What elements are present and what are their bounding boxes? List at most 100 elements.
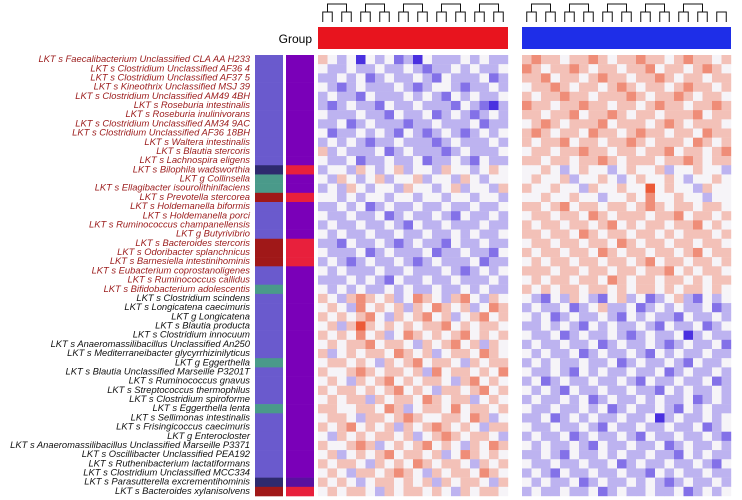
heatmap-cell [403, 146, 414, 157]
heatmap-cell [617, 202, 627, 212]
heatmap-cell [441, 82, 452, 92]
heatmap-cell [356, 220, 366, 230]
heatmap-cell [489, 440, 499, 451]
heatmap-cell [550, 82, 561, 92]
heatmap-cell [432, 55, 442, 65]
heatmap-cell [560, 229, 570, 239]
heatmap-cell [712, 358, 722, 368]
heatmap-cell [384, 247, 395, 258]
heatmap-cell [569, 385, 580, 396]
heatmap-cell [550, 156, 561, 166]
heatmap-cell [375, 64, 385, 74]
heatmap-cell [365, 128, 376, 138]
heatmap-cell [375, 367, 385, 377]
heatmap-cell [712, 376, 722, 386]
heatmap-cell [588, 229, 599, 239]
heatmap-cell [489, 275, 499, 285]
heatmap-cell [346, 119, 357, 129]
heatmap-cell [522, 247, 532, 258]
heatmap-cell [356, 247, 366, 258]
heatmap-cell [413, 275, 423, 285]
heatmap-cell [626, 64, 637, 74]
heatmap-cell [356, 339, 366, 350]
heatmap-cell [598, 330, 608, 341]
heatmap-cell [451, 202, 461, 212]
heatmap-cell [664, 339, 675, 350]
heatmap-cell [617, 486, 627, 497]
heatmap-cell [375, 275, 385, 285]
heatmap-cell [422, 91, 433, 102]
heatmap-cell [674, 477, 684, 488]
heatmap-cell [356, 293, 366, 304]
heatmap-cell [384, 303, 395, 313]
heatmap-cell [441, 394, 452, 405]
heatmap-cell [636, 128, 646, 138]
heatmap-cell [522, 220, 532, 230]
heatmap-cell [560, 367, 570, 377]
heatmap-cell [318, 73, 328, 83]
heatmap-cell [588, 376, 599, 386]
heatmap-cell [460, 422, 471, 432]
heatmap-cell [598, 431, 608, 442]
heatmap-cell [541, 385, 551, 396]
heatmap-cell [531, 146, 542, 157]
heatmap-cell [460, 330, 471, 341]
heatmap-cell [318, 128, 328, 138]
heatmap-cell [451, 376, 461, 386]
heatmap-cell [531, 82, 542, 92]
heatmap-cell [645, 367, 656, 377]
heatmap-cell [451, 82, 461, 92]
heatmap-cell [318, 431, 328, 442]
heatmap-cell [721, 431, 732, 442]
heatmap-cell [607, 64, 618, 74]
heatmap-cell [479, 146, 490, 157]
heatmap-cell [479, 293, 490, 304]
heatmap-cell [375, 477, 385, 488]
heatmap-cell [588, 55, 599, 65]
heatmap-cell [636, 349, 646, 359]
heatmap-cell [636, 55, 646, 65]
heatmap-cell [365, 275, 376, 285]
heatmap-cell [394, 174, 404, 184]
heatmap-cell [664, 321, 675, 331]
heatmap-cell [451, 137, 461, 148]
heatmap-cell [375, 82, 385, 92]
heatmap-cell [384, 100, 395, 111]
heatmap-cell [489, 468, 499, 478]
heatmap-cell [626, 257, 637, 267]
heatmap-cell [413, 404, 423, 414]
heatmap-cell [384, 128, 395, 138]
heatmap-cell [626, 376, 637, 386]
heatmap-cell [712, 55, 722, 65]
heatmap-cell [645, 376, 656, 386]
heatmap-cell [569, 440, 580, 451]
heatmap-cell [569, 358, 580, 368]
heatmap-cell [432, 110, 442, 120]
heatmap-cell [674, 358, 684, 368]
row-annotation [286, 146, 314, 157]
heatmap-cell [451, 192, 461, 203]
heatmap-cell [636, 183, 646, 194]
heatmap-cell [579, 385, 589, 396]
heatmap-cell [346, 477, 357, 488]
heatmap-cell [422, 376, 433, 386]
heatmap-cell [721, 339, 732, 350]
heatmap-cell [432, 468, 442, 478]
heatmap-cell [346, 73, 357, 83]
heatmap-cell [479, 376, 490, 386]
row-label: LKT s Odoribacter splanchnicus [117, 246, 250, 257]
heatmap-cell [451, 91, 461, 102]
heatmap-cell [375, 174, 385, 184]
heatmap-cell [522, 312, 532, 322]
heatmap-cell [327, 183, 338, 194]
heatmap-cell [550, 73, 561, 83]
heatmap-cell [479, 367, 490, 377]
heatmap-cell [531, 247, 542, 258]
heatmap-cell [422, 64, 433, 74]
heatmap-cell [479, 450, 490, 460]
heatmap-cell [664, 55, 675, 65]
heatmap-cell [702, 202, 713, 212]
heatmap-cell [550, 220, 561, 230]
heatmap-cell [522, 91, 532, 102]
